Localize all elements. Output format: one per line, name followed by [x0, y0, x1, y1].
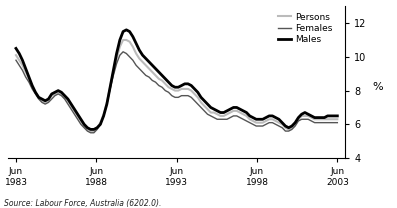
Persons	[88, 130, 93, 132]
Text: Source: Labour Force, Australia (6202.0).: Source: Labour Force, Australia (6202.0)…	[4, 199, 161, 208]
Line: Females: Females	[16, 52, 337, 133]
Males	[13, 47, 18, 50]
Persons	[13, 54, 18, 56]
Persons	[316, 118, 320, 120]
Persons	[325, 118, 330, 120]
Males	[212, 108, 216, 110]
Females	[13, 59, 18, 62]
Persons	[121, 39, 125, 41]
Persons	[186, 88, 191, 90]
Persons	[212, 111, 216, 114]
Males	[124, 29, 129, 31]
Females	[75, 118, 80, 120]
Line: Persons: Persons	[16, 40, 337, 131]
Males	[186, 83, 191, 85]
Persons	[335, 118, 340, 120]
Females	[325, 121, 330, 124]
Females	[91, 131, 96, 134]
Females	[121, 51, 125, 53]
Males	[335, 115, 340, 117]
Females	[335, 121, 340, 124]
Females	[88, 131, 93, 134]
Line: Males: Males	[16, 30, 337, 129]
Males	[88, 128, 93, 131]
Males	[91, 128, 96, 131]
Persons	[75, 115, 80, 117]
Legend: Persons, Females, Males: Persons, Females, Males	[276, 11, 334, 46]
Males	[325, 115, 330, 117]
Y-axis label: %: %	[373, 82, 383, 92]
Males	[316, 116, 320, 119]
Persons	[91, 130, 96, 132]
Males	[75, 113, 80, 115]
Females	[212, 116, 216, 119]
Females	[186, 94, 191, 97]
Females	[316, 121, 320, 124]
